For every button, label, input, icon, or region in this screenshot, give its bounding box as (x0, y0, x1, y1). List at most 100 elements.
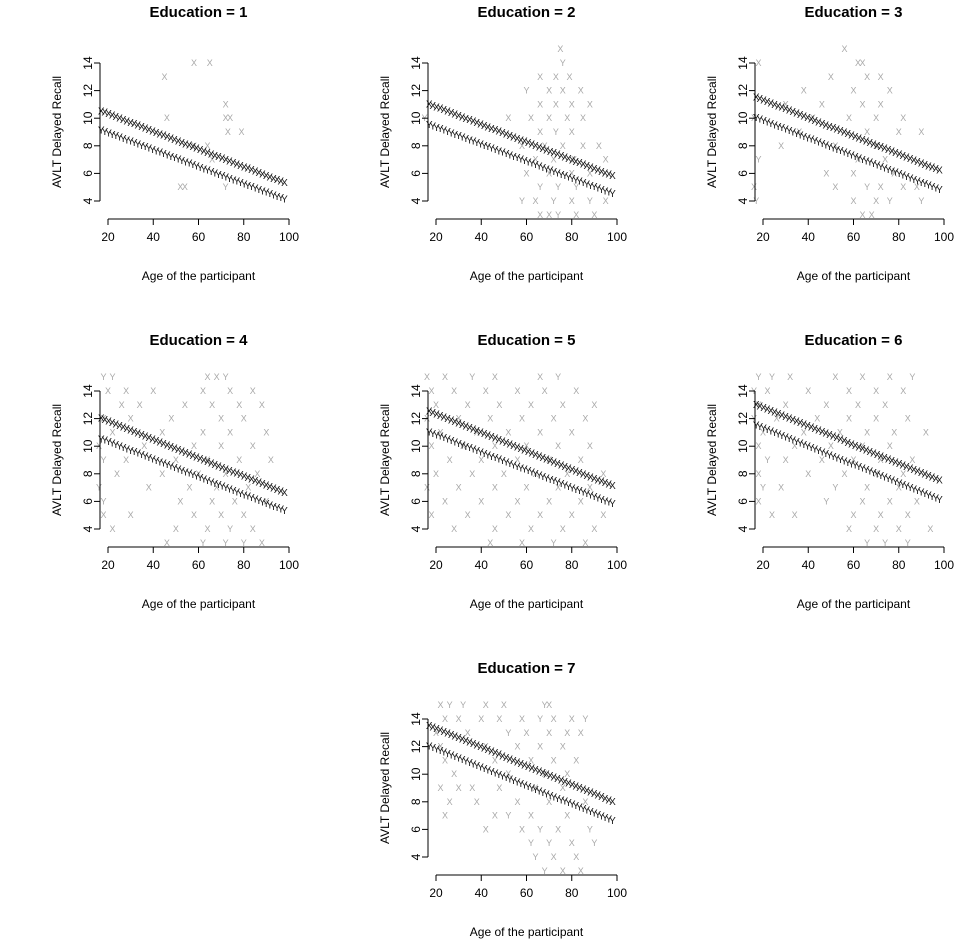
fit-mark: Y (518, 779, 525, 790)
fit-mark: X (277, 487, 284, 498)
scatter-point: X (855, 58, 861, 68)
scatter-point: X (546, 455, 552, 465)
scatter-point: X (573, 755, 579, 765)
fit-mark: Y (507, 150, 514, 161)
fit-mark: X (609, 481, 616, 492)
scatter-point: Y (528, 838, 534, 848)
fit-mark: X (455, 111, 462, 122)
fit-mark: X (779, 103, 786, 114)
scatter-point: X (546, 797, 552, 807)
fit-mark: Y (146, 144, 153, 155)
y-tick-label: 14 (409, 56, 423, 70)
scatter-point: X (105, 386, 111, 396)
scatter-point: X (564, 769, 570, 779)
x-tick-label: 80 (892, 230, 906, 244)
scatter-point: Y (555, 182, 561, 192)
fit-mark: Y (241, 490, 248, 501)
scatter-point: X (492, 524, 498, 534)
fit-mark: Y (186, 159, 193, 170)
fit-mark: X (539, 453, 546, 464)
fit-mark: Y (499, 148, 506, 159)
scatter-point: X (560, 783, 566, 793)
scatter-point: X (755, 58, 761, 68)
fit-mark: Y (98, 126, 105, 137)
fit-mark: X (572, 466, 579, 477)
scatter-point: X (569, 196, 575, 206)
scatter-point: Y (864, 182, 870, 192)
fit-mark: Y (602, 813, 609, 824)
fit-line-x: XXXXXXXXXXXXXXXXXXXXXXXXXXXXXXXXXXXXXXXX… (98, 414, 288, 500)
fit-mark: Y (492, 453, 499, 464)
scatter-point: X (528, 524, 534, 534)
fit-mark: X (485, 431, 492, 442)
fit-mark: Y (863, 465, 870, 476)
scatter-point: Y (223, 182, 229, 192)
scatter-point: X (850, 196, 856, 206)
fit-mark: X (602, 794, 609, 805)
fit-mark: Y (463, 757, 470, 768)
y-tick-label: 10 (409, 439, 423, 453)
fit-mark: X (503, 130, 510, 141)
fit-mark: X (779, 410, 786, 421)
fit-mark: X (896, 150, 903, 161)
fit-line-x: XXXXXXXXXXXXXXXXXXXXXXXXXXXXXXXXXXXXXXXX… (426, 721, 616, 808)
fit-mark: Y (441, 748, 448, 759)
fit-mark: X (583, 471, 590, 482)
scatter-point: X (433, 400, 439, 410)
scatter-point: X (146, 483, 152, 493)
y-tick-label: 6 (409, 826, 423, 833)
fit-mark: X (102, 108, 109, 119)
fit-line-y: YYYYYYYYYYYYYYYYYYYYYYYYYYYYYYYYYYYYYYYY… (98, 434, 288, 517)
fit-mark: X (797, 110, 804, 121)
scatter-point: X (238, 127, 244, 137)
x-tick-label: 20 (756, 558, 770, 572)
scatter-point: X (873, 196, 879, 206)
fit-mark: Y (819, 139, 826, 150)
fit-mark: X (153, 128, 160, 139)
scatter-point: X (909, 455, 915, 465)
fit-mark: X (856, 442, 863, 453)
fit-mark: X (448, 730, 455, 741)
fit-mark: Y (583, 806, 590, 817)
fit-mark: Y (109, 130, 116, 141)
scatter-point: X (465, 400, 471, 410)
scatter-point: X (469, 783, 475, 793)
fit-mark: Y (193, 472, 200, 483)
scatter-point: Y (100, 372, 106, 382)
fit-mark: Y (211, 168, 218, 179)
scatter-point: X (182, 400, 188, 410)
fit-mark: X (521, 445, 528, 456)
fit-mark: Y (558, 170, 565, 181)
y-tick-label: 10 (736, 111, 750, 125)
fit-mark: X (925, 471, 932, 482)
x-axis: 20 40 60 80 100 (101, 546, 299, 572)
scatter-point: X (514, 496, 520, 506)
scatter-point: X (456, 783, 462, 793)
fit-mark: Y (426, 742, 433, 753)
fit-mark: Y (430, 121, 437, 132)
scatter-point: Y (591, 838, 597, 848)
fit-mark: Y (565, 173, 572, 184)
y-tick-label: 8 (736, 142, 750, 149)
fit-mark: X (910, 155, 917, 166)
x-axis-label: Age of the participant (142, 597, 256, 611)
scatter-point: X (582, 797, 588, 807)
fit-mark: X (602, 168, 609, 179)
scatter-point: Y (560, 58, 566, 68)
fit-mark: Y (208, 477, 215, 488)
scatter-point: X (582, 414, 588, 424)
scatter-point: X (573, 852, 579, 862)
scatter-point: X (832, 372, 838, 382)
fit-mark: X (845, 129, 852, 140)
scatter-point: X (505, 769, 511, 779)
fit-mark: Y (910, 485, 917, 496)
y-tick-label: 6 (409, 498, 423, 505)
fit-mark: X (859, 444, 866, 455)
fit-mark: X (521, 760, 528, 771)
y-tick-label: 10 (409, 111, 423, 125)
fit-mark: Y (605, 498, 612, 509)
fit-mark: X (874, 141, 881, 152)
x-tick-label: 80 (237, 558, 251, 572)
fit-mark: X (881, 144, 888, 155)
fit-mark: X (815, 117, 822, 128)
